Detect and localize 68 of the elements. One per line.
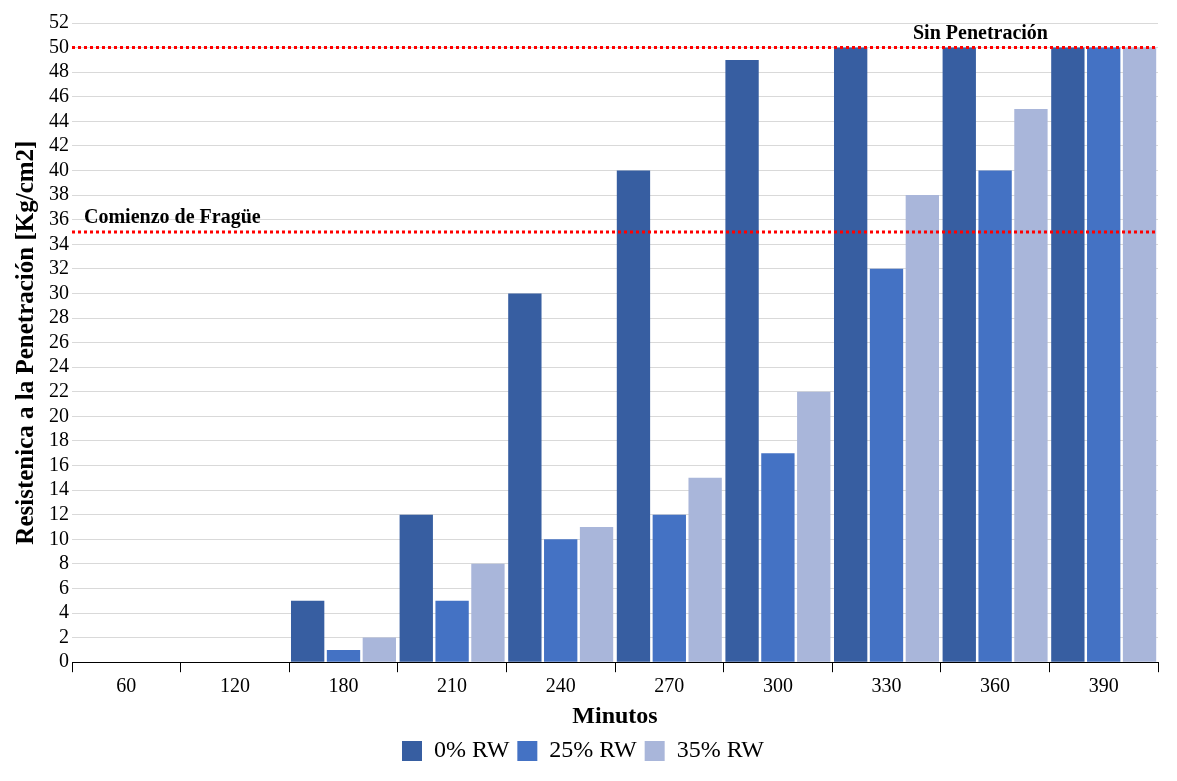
bar bbox=[834, 47, 868, 662]
y-tick-label: 8 bbox=[59, 551, 69, 574]
x-tick-label: 390 bbox=[1088, 674, 1119, 697]
x-tick-label: 60 bbox=[116, 674, 137, 697]
y-tick-label: 20 bbox=[49, 403, 69, 426]
y-tick-label: 16 bbox=[49, 452, 69, 475]
y-tick-label: 22 bbox=[49, 379, 69, 402]
bar bbox=[797, 391, 831, 662]
y-tick-label: 42 bbox=[49, 133, 69, 156]
ref-line-label: Sin Penetración bbox=[913, 20, 1048, 43]
y-tick-label: 46 bbox=[49, 84, 69, 106]
bar bbox=[1051, 47, 1085, 662]
y-tick-label: 0 bbox=[59, 649, 69, 672]
bar bbox=[905, 195, 939, 662]
y-tick-label: 52 bbox=[49, 10, 69, 33]
bar bbox=[1087, 47, 1121, 662]
bar bbox=[435, 600, 469, 662]
bar bbox=[1014, 109, 1048, 662]
x-tick-label: 300 bbox=[762, 674, 793, 697]
bar bbox=[616, 170, 651, 662]
x-tick-label: 360 bbox=[980, 674, 1011, 697]
x-tick-label: 180 bbox=[328, 674, 359, 697]
bar bbox=[978, 170, 1012, 662]
bar bbox=[579, 526, 614, 662]
y-tick-label: 4 bbox=[59, 600, 69, 623]
y-tick-label: 30 bbox=[49, 280, 69, 303]
y-tick-label: 48 bbox=[49, 59, 69, 82]
y-tick-label: 36 bbox=[49, 206, 69, 229]
bar bbox=[326, 649, 361, 662]
bar bbox=[399, 514, 433, 662]
y-tick-label: 18 bbox=[49, 428, 69, 451]
x-tick-label: 270 bbox=[654, 674, 685, 697]
bar bbox=[1122, 47, 1157, 662]
bar bbox=[942, 47, 976, 662]
y-tick-label: 34 bbox=[49, 231, 69, 254]
bar bbox=[725, 59, 759, 662]
y-tick-label: 14 bbox=[49, 477, 69, 500]
ref-line-label: Comienzo de Fragüe bbox=[84, 205, 261, 229]
legend-label: 0% RW bbox=[434, 736, 510, 763]
bar bbox=[362, 637, 396, 662]
x-axis-title: Minutos bbox=[572, 701, 658, 728]
y-tick-label: 26 bbox=[49, 329, 69, 352]
y-axis-title: Resistenica a la Penetración [Kg/cm2] bbox=[11, 140, 39, 545]
bar bbox=[761, 453, 795, 662]
bar bbox=[869, 268, 904, 662]
bar bbox=[652, 514, 686, 662]
y-tick-label: 28 bbox=[49, 305, 69, 328]
x-tick-label: 240 bbox=[545, 674, 576, 697]
y-tick-label: 50 bbox=[49, 34, 69, 57]
y-tick-label: 24 bbox=[49, 354, 69, 377]
x-tick-label: 210 bbox=[437, 674, 468, 697]
y-tick-label: 40 bbox=[49, 157, 69, 180]
x-tick-label: 330 bbox=[871, 674, 902, 697]
y-tick-label: 10 bbox=[49, 526, 69, 549]
legend-label: 25% RW bbox=[549, 736, 638, 763]
bar bbox=[688, 477, 722, 662]
y-tick-label: 38 bbox=[49, 182, 69, 205]
bar bbox=[291, 600, 325, 662]
y-tick-label: 2 bbox=[59, 624, 69, 647]
bar bbox=[508, 293, 542, 662]
bar bbox=[471, 563, 505, 662]
y-tick-label: 32 bbox=[49, 256, 69, 279]
legend-label: 35% RW bbox=[676, 736, 765, 763]
y-tick-label: 12 bbox=[49, 501, 69, 524]
y-tick-label: 44 bbox=[49, 108, 69, 131]
y-tick-label: 6 bbox=[59, 575, 69, 598]
x-tick-label: 120 bbox=[219, 674, 250, 697]
bar bbox=[544, 539, 578, 662]
